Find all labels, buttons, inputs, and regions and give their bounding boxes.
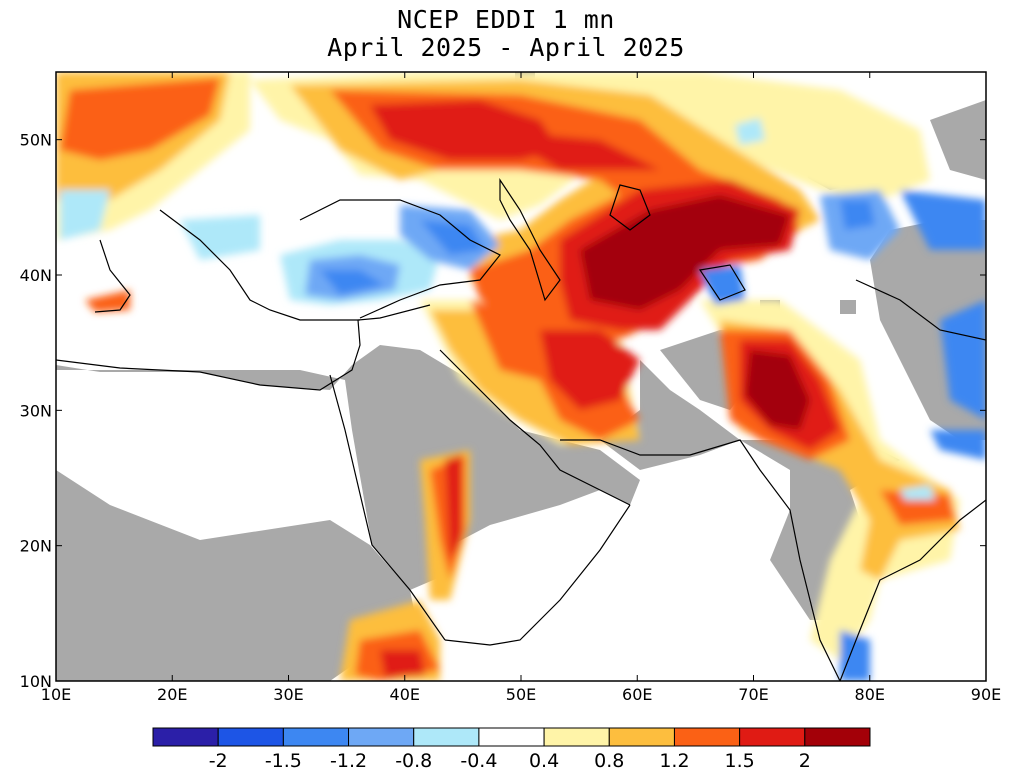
colorbar-swatch: [348, 727, 415, 747]
map-title: NCEP EDDI 1 mn: [397, 5, 615, 34]
eddi-shading: [56, 72, 986, 681]
colorbar-label: -0.4: [460, 750, 497, 772]
colorbar-swatch: [478, 727, 545, 747]
colorbar-swatch: [282, 727, 350, 747]
map-panel: [56, 72, 986, 681]
y-tick-label: 50N: [20, 131, 52, 150]
colorbar-swatch: [543, 727, 610, 747]
x-tick-label: 60E: [622, 685, 652, 704]
map-period-subtitle: April 2025 - April 2025: [327, 33, 685, 62]
x-tick-label: 50E: [506, 685, 536, 704]
x-tick-label: 40E: [390, 685, 420, 704]
colorbar-swatch: [152, 727, 219, 747]
colorbar-label: 1.5: [725, 750, 755, 772]
colorbar-swatch: [217, 727, 284, 747]
colorbar-swatch: [739, 727, 806, 747]
x-tick-label: 80E: [855, 685, 885, 704]
x-tick-label: 90E: [971, 685, 1001, 704]
y-tick-label: 10N: [20, 672, 52, 691]
colorbar-label: -1.5: [265, 750, 302, 772]
x-tick-label: 70E: [738, 685, 768, 704]
coastlines: [56, 178, 986, 681]
colorbar-label: 2: [799, 750, 811, 772]
colorbar-label: 0.4: [529, 750, 559, 772]
y-tick-label: 40N: [20, 266, 52, 285]
x-tick-label: 20E: [157, 685, 187, 704]
y-tick-label: 30N: [20, 401, 52, 420]
colorbar-label: 0.8: [594, 750, 624, 772]
colorbar: -2 -1.5 -1.2 -0.8 -0.4 0.4 0.8 1.2 1.5 2: [152, 727, 871, 772]
colorbar-swatch: [804, 727, 871, 747]
colorbar-swatch: [413, 727, 480, 747]
colorbar-label: 1.2: [659, 750, 689, 772]
colorbar-label: -0.8: [395, 750, 432, 772]
x-tick-label: 30E: [273, 685, 303, 704]
colorbar-swatch: [608, 727, 675, 747]
y-tick-label: 20N: [20, 537, 52, 556]
colorbar-swatch: [673, 727, 741, 747]
colorbar-label: -1.2: [330, 750, 367, 772]
colorbar-label: -2: [209, 750, 228, 772]
x-tick-label: 10E: [41, 685, 71, 704]
map-axes: 10E 20E 30E 40E 50E 60E 70E 80E 90E 10N 20N 30N 40N 5…: [20, 72, 1001, 704]
